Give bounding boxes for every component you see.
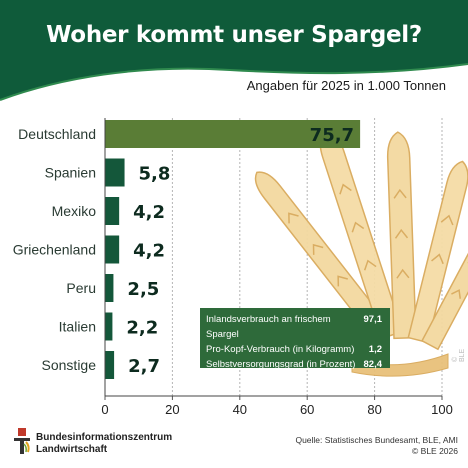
org-line-1: Bundesinformationszentrum (36, 432, 173, 443)
value-label: 5,8 (139, 164, 171, 185)
page-title: Woher kommt unser Spargel? (46, 22, 422, 48)
info-value: 1,2 (368, 344, 382, 355)
category-label: Sonstige (42, 357, 97, 373)
watermark: © BLE (452, 348, 466, 362)
value-label: 2,5 (127, 279, 159, 300)
source-text: Quelle: Statistisches Bundesamt, BLE, AM… (295, 435, 458, 445)
category-label: Mexiko (52, 203, 97, 219)
tick-label: 0 (101, 402, 108, 417)
tick-label: 100 (431, 402, 453, 417)
copyright-text: © BLE 2026 (412, 446, 458, 456)
category-label: Deutschland (18, 126, 96, 142)
info-row: Inlandsverbrauch an frischem Spargel 97,… (206, 312, 382, 342)
bar (105, 235, 120, 264)
value-label: 2,2 (126, 318, 158, 339)
value-label: 75,7 (310, 125, 354, 146)
ble-logo-icon (14, 428, 30, 454)
info-label: Inlandsverbrauch an frischem Spargel (206, 314, 331, 340)
bar (105, 312, 113, 341)
bar (105, 274, 114, 302)
info-value: 97,1 (363, 314, 383, 325)
bars (105, 120, 361, 379)
bar (105, 158, 125, 187)
category-label: Italien (59, 319, 96, 335)
info-row: Pro-Kopf-Verbrauch (in Kilogramm) 1,2 (206, 342, 382, 357)
category-label: Griechenland (13, 242, 96, 258)
category-label: Peru (66, 280, 96, 296)
info-label: Pro-Kopf-Verbrauch (in Kilogramm) (206, 344, 355, 355)
source-note: Quelle: Statistisches Bundesamt, BLE, AM… (295, 435, 458, 457)
tick-label: 60 (300, 402, 314, 417)
header-banner (0, 0, 468, 101)
category-label: Spanien (45, 165, 96, 181)
bar (105, 351, 115, 379)
tick-label: 80 (367, 402, 381, 417)
info-box: Inlandsverbrauch an frischem Spargel 97,… (200, 308, 390, 370)
value-label: 2,7 (128, 356, 160, 377)
labels: Deutschland 75,7 Spanien 5,8 Mexiko 4,2 Griech… (13, 125, 354, 377)
chart-subtitle: Angaben für 2025 in 1.000 Tonnen (246, 78, 446, 93)
bar (105, 197, 120, 225)
org-line-2: Landwirtschaft (36, 444, 108, 455)
value-label: 4,2 (133, 202, 165, 223)
x-axis: 0 20 40 60 80 100 (101, 118, 453, 417)
value-label: 4,2 (133, 241, 165, 262)
info-value: 82,4 (363, 359, 383, 370)
info-label: Selbstversorgungsgrad (in Prozent) (206, 359, 356, 370)
asparagus-illustration (254, 128, 468, 377)
info-row: Selbstversorgungsgrad (in Prozent) 82,4 (206, 357, 382, 372)
tick-label: 20 (165, 402, 179, 417)
org-name: Bundesinformationszentrum Landwirtschaft (36, 432, 172, 456)
tick-label: 40 (233, 402, 247, 417)
bar (105, 120, 361, 148)
